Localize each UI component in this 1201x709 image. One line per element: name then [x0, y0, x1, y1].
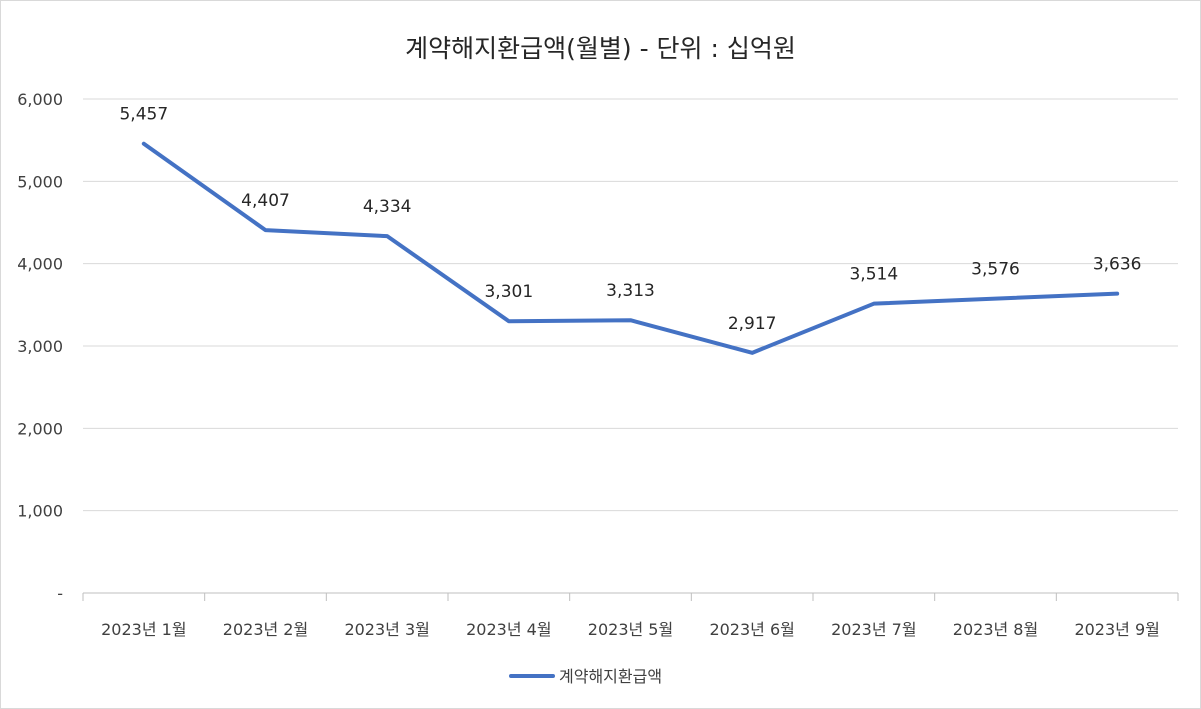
- data-label: 3,636: [1093, 255, 1142, 275]
- x-tick-label: 2023년 6월: [709, 620, 794, 639]
- x-tick-label: 2023년 1월: [101, 620, 186, 639]
- y-tick-label: -: [57, 584, 63, 603]
- y-tick-label: 3,000: [17, 337, 63, 356]
- x-tick-label: 2023년 2월: [223, 620, 308, 639]
- y-tick-label: 4,000: [17, 255, 63, 274]
- y-tick-label: 5,000: [17, 172, 63, 191]
- x-tick-label: 2023년 8월: [953, 620, 1038, 639]
- data-label: 4,334: [363, 197, 412, 217]
- y-tick-label: 2,000: [17, 419, 63, 438]
- data-label: 5,457: [119, 105, 168, 125]
- legend-label: 계약해지환급액: [559, 667, 662, 686]
- data-label: 4,407: [241, 191, 290, 211]
- x-tick-label: 2023년 5월: [588, 620, 673, 639]
- y-tick-label: 6,000: [17, 90, 63, 109]
- x-tick-label: 2023년 7월: [831, 620, 916, 639]
- series-line: [141, 141, 1120, 355]
- y-tick-label: 1,000: [17, 502, 63, 521]
- x-tick-label: 2023년 9월: [1074, 620, 1159, 639]
- data-label: 3,301: [484, 282, 533, 302]
- data-label: 3,576: [971, 260, 1020, 280]
- chart-title: 계약해지환급액(월별) - 단위 : 십억원: [405, 34, 796, 63]
- data-label: 3,313: [606, 281, 655, 301]
- x-tick-label: 2023년 4월: [466, 620, 551, 639]
- data-label: 3,514: [849, 265, 898, 285]
- x-tick-label: 2023년 3월: [344, 620, 429, 639]
- data-label: 2,917: [728, 314, 777, 334]
